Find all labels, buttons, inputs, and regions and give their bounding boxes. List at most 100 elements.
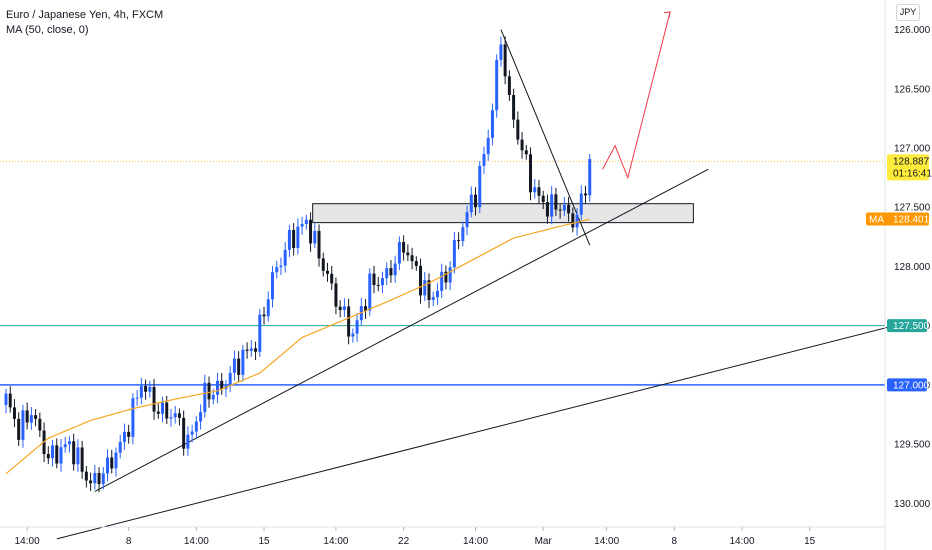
candle — [34, 409, 38, 427]
candle-body — [507, 76, 511, 96]
candle-body — [110, 457, 114, 469]
candle — [139, 377, 143, 405]
candle — [237, 351, 241, 383]
candle — [84, 465, 88, 488]
candle-body — [431, 297, 435, 300]
candle-body — [490, 110, 494, 138]
time-tick-label: 8 — [126, 536, 132, 547]
candle-body — [342, 306, 346, 311]
candle-body — [232, 358, 236, 373]
candle — [495, 54, 499, 118]
currency-button[interactable]: JPY — [896, 4, 920, 21]
candle-body — [287, 230, 291, 250]
time-tick-label: 22 — [398, 536, 410, 547]
candle-body — [385, 268, 389, 279]
candle-body — [529, 154, 533, 193]
candle-body — [199, 412, 203, 422]
candles — [4, 36, 592, 493]
candle — [313, 222, 317, 249]
candle-body — [516, 119, 520, 140]
candle-body — [241, 349, 245, 375]
time-tick-label: 14:00 — [463, 536, 488, 547]
candle-body — [254, 348, 258, 352]
candle-body — [444, 271, 448, 283]
candle — [144, 379, 148, 400]
price-tick-label: 127.500 — [894, 203, 931, 214]
candle — [76, 439, 80, 472]
candle — [17, 412, 21, 446]
candle — [300, 216, 304, 235]
candle-body — [152, 386, 156, 412]
candle-body — [97, 473, 101, 485]
candle-body — [220, 380, 224, 390]
candle — [482, 146, 486, 174]
candle — [541, 190, 545, 210]
candle-body — [21, 410, 25, 440]
candle-body — [309, 219, 313, 244]
ma-tag-value: 128.401 — [893, 214, 930, 225]
candle-body — [448, 267, 452, 283]
candle-body — [351, 333, 355, 337]
candle-body — [63, 444, 67, 448]
candle-body — [317, 230, 321, 259]
candle — [410, 247, 414, 270]
ma-line — [5, 218, 590, 475]
candle-body — [562, 204, 566, 211]
candle — [258, 309, 262, 357]
candle-body — [533, 187, 537, 193]
candle — [533, 178, 537, 199]
candle — [571, 207, 575, 233]
candle — [393, 255, 397, 283]
candle-body — [474, 194, 478, 208]
candle — [101, 466, 105, 490]
time-tick-label: 14:00 — [730, 536, 755, 547]
resistance-zone-rect — [312, 203, 694, 224]
candle-body — [478, 165, 482, 208]
candle — [203, 374, 207, 418]
symbol-title: Euro / Japanese Yen, 4h, FXCM — [6, 9, 164, 21]
candle-body — [216, 380, 219, 395]
candle-body — [541, 195, 545, 203]
candle — [152, 378, 156, 420]
candle — [110, 449, 114, 474]
candle-body — [228, 372, 232, 386]
candle-body — [67, 441, 71, 445]
candle-body — [554, 194, 558, 210]
candle — [59, 438, 63, 472]
candle — [232, 350, 236, 381]
candle-body — [156, 411, 160, 414]
candle-body — [46, 454, 50, 459]
price-tick-label: 126.500 — [894, 84, 931, 95]
candle-body — [34, 415, 38, 419]
trend-line[interactable] — [56, 325, 895, 540]
candle — [448, 261, 452, 291]
candle — [287, 224, 291, 258]
candle-body — [584, 193, 588, 196]
time-tick-label: 8 — [672, 536, 678, 547]
candle — [461, 221, 465, 247]
candle-body — [330, 273, 334, 284]
candle-body — [4, 393, 8, 406]
candle — [190, 424, 194, 443]
candle — [402, 235, 406, 261]
candle-body — [275, 267, 279, 273]
candle — [537, 180, 541, 204]
level-2-label: 127.000 — [893, 380, 930, 391]
trend-line[interactable] — [94, 168, 709, 492]
candle — [512, 88, 516, 128]
candle — [89, 472, 93, 492]
candle — [469, 186, 473, 218]
candle — [275, 260, 279, 279]
candle — [317, 224, 321, 267]
candle — [80, 440, 84, 479]
level-2-tag: 127.000 — [887, 378, 930, 392]
candle — [51, 440, 55, 467]
candle — [529, 147, 533, 201]
time-tick-label: 15 — [258, 536, 270, 547]
candle-body — [512, 95, 516, 120]
trend-line[interactable] — [500, 29, 591, 246]
candle — [38, 412, 42, 438]
candle-body — [72, 441, 76, 465]
trend-lines — [56, 29, 895, 540]
